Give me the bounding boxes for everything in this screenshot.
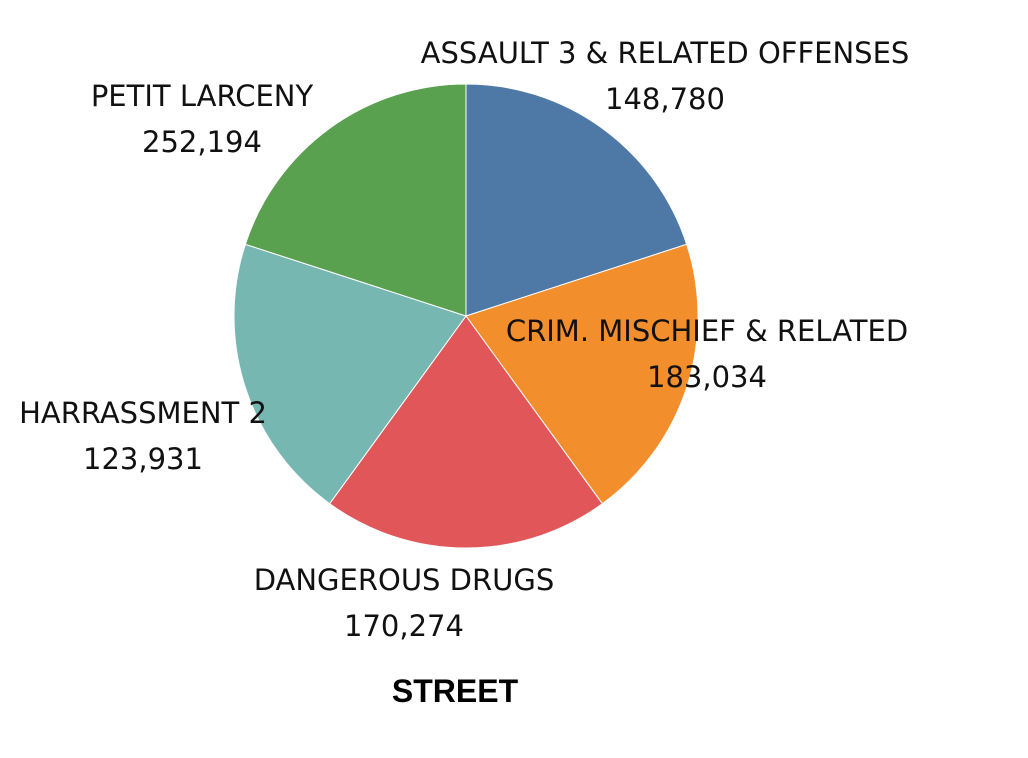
pie-slice-petit-larceny (244, 83, 467, 317)
slice-value-crim-mischief: 183,034 (647, 360, 767, 394)
pie-slice-harrassment (233, 243, 467, 505)
slice-label-petit-larceny: PETIT LARCENY (91, 79, 314, 113)
pie-slice-assault (465, 83, 688, 317)
pie-slice-dangerous-drugs (328, 315, 604, 549)
slice-value-dangerous-drugs: 170,274 (344, 609, 464, 643)
slice-label-crim-mischief: CRIM. MISCHIEF & RELATED (506, 314, 908, 348)
slice-value-petit-larceny: 252,194 (142, 125, 262, 159)
slice-label-harrassment: HARRASSMENT 2 (19, 396, 267, 430)
slice-label-assault: ASSAULT 3 & RELATED OFFENSES (421, 36, 910, 70)
pie-slice-crim-mischief (465, 243, 699, 505)
slice-value-assault: 148,780 (605, 82, 725, 116)
slice-label-dangerous-drugs: DANGEROUS DRUGS (254, 563, 555, 597)
chart-title: STREET (392, 673, 519, 709)
pie-slices (233, 83, 699, 549)
slice-value-harrassment: 123,931 (83, 442, 203, 476)
